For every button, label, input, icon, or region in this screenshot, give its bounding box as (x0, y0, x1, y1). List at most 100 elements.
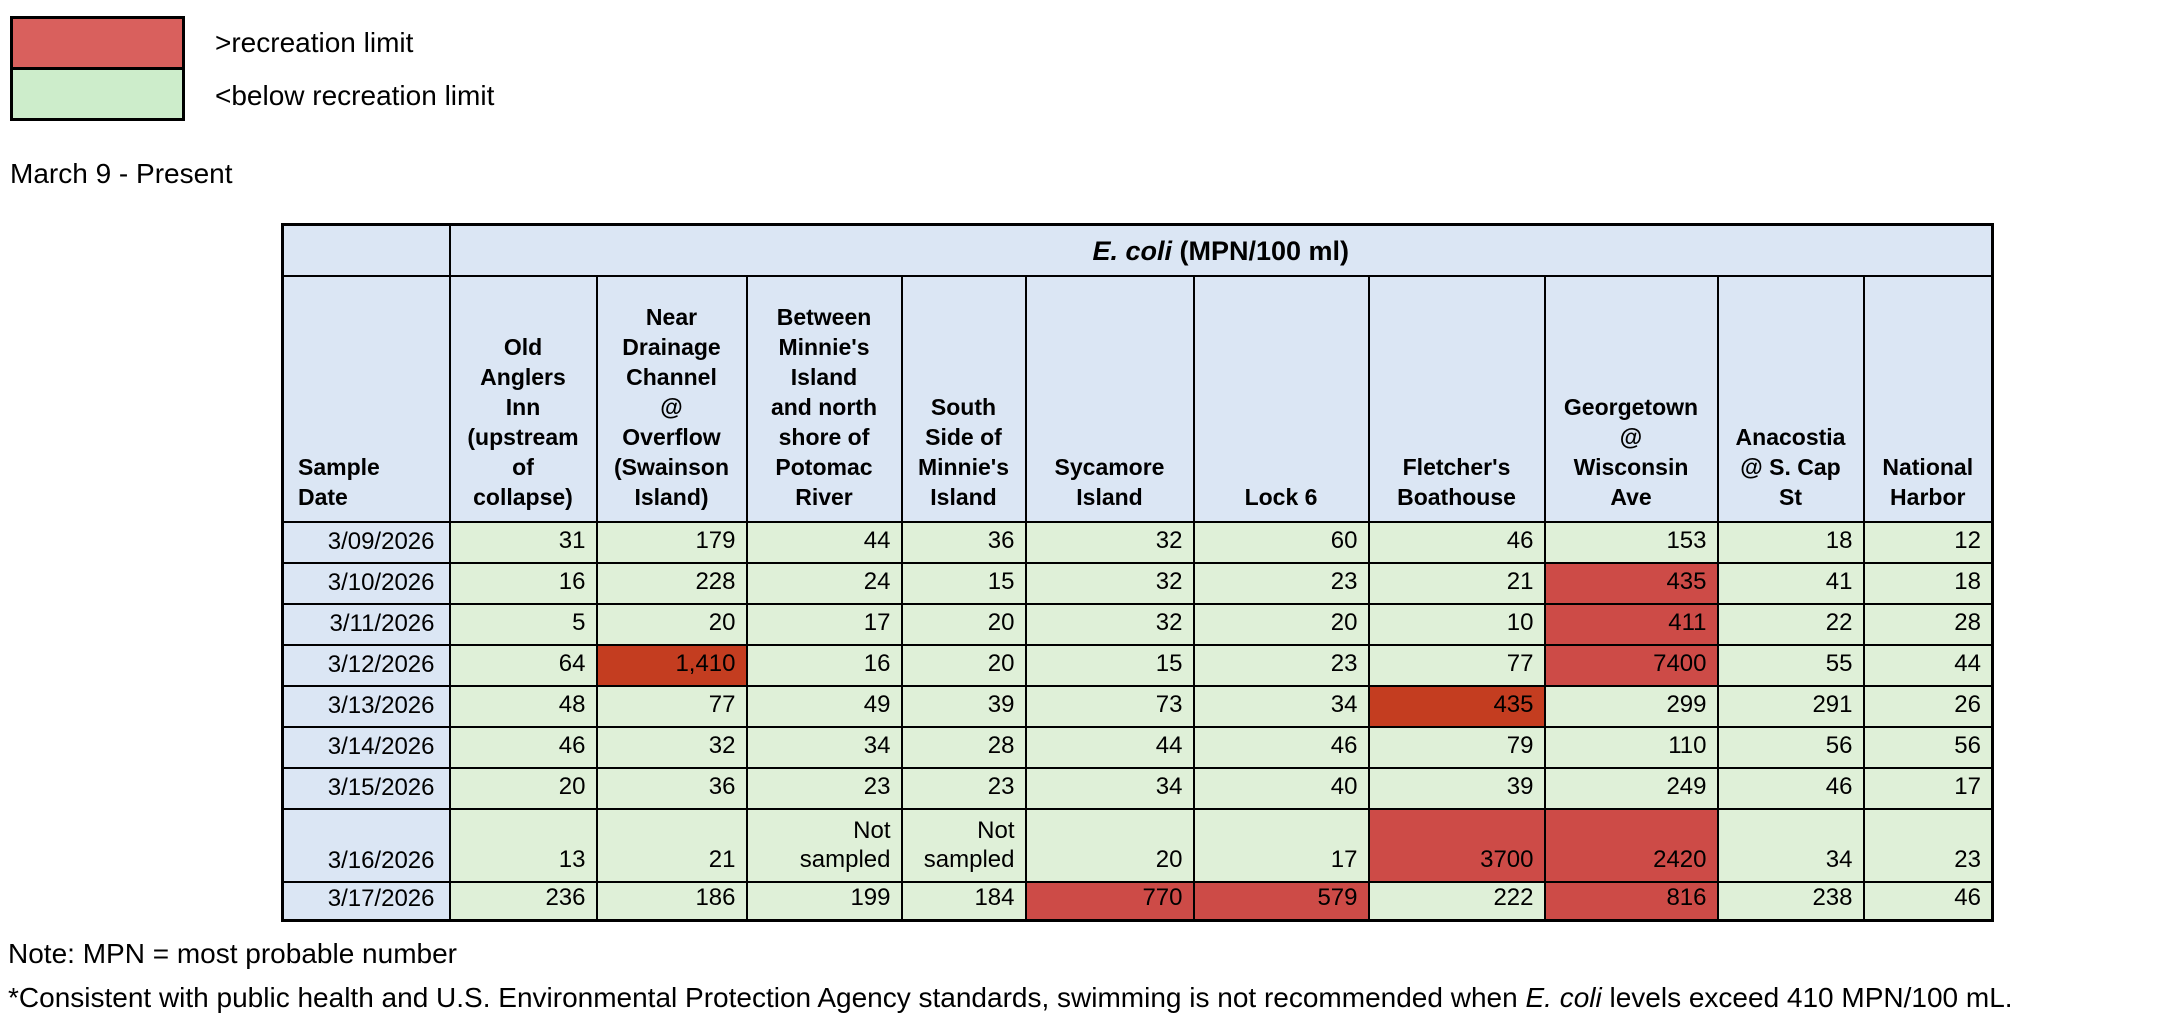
legend-row-over-limit: >recreation limit (10, 16, 494, 70)
data-cell: 46 (1862, 880, 1994, 922)
data-cell: 32 (595, 725, 748, 769)
data-cell: 5 (448, 602, 598, 646)
data-cell: 56 (1716, 725, 1865, 769)
column-header-row: Sample Date Old Anglers Inn (upstream of … (281, 274, 1994, 523)
table-row: 3/14/2026 46 32 34 28 44 46 79 110 56 56 (281, 725, 1994, 769)
data-cell: 21 (595, 807, 748, 883)
legend: >recreation limit <below recreation limi… (10, 16, 494, 121)
column-header-site: Anacostia @ S. Cap St (1716, 274, 1865, 523)
legend-label-over-limit: >recreation limit (215, 27, 414, 58)
data-cell: 34 (1192, 684, 1370, 728)
data-cell: 79 (1367, 725, 1546, 769)
data-cell: 55 (1716, 643, 1865, 687)
data-cell: 60 (1192, 520, 1370, 564)
group-header-units-text: (MPN/100 ml) (1171, 235, 1350, 266)
data-cell: 184 (900, 880, 1027, 922)
data-cell: 46 (1367, 520, 1546, 564)
data-cell: 16 (448, 561, 598, 605)
data-cell: 39 (1367, 766, 1546, 810)
data-cell: 199 (745, 880, 903, 922)
data-cell: 12 (1862, 520, 1994, 564)
data-cell: 21 (1367, 561, 1546, 605)
data-cell: 44 (745, 520, 903, 564)
data-cell: 36 (900, 520, 1027, 564)
column-header-site: Georgetown @ Wisconsin Ave (1543, 274, 1719, 523)
data-cell: 17 (1862, 766, 1994, 810)
column-header-site: Sycamore Island (1024, 274, 1195, 523)
column-header-site: Fletcher's Boathouse (1367, 274, 1546, 523)
data-cell: 16 (745, 643, 903, 687)
data-cell: 18 (1862, 561, 1994, 605)
group-header-row: E. coli (MPN/100 ml) (281, 223, 1994, 277)
table-row: 3/10/2026 16 228 24 15 32 23 21 435 41 18 (281, 561, 1994, 605)
data-cell: 15 (1024, 643, 1195, 687)
data-cell: 15 (900, 561, 1027, 605)
corner-header-sample-date: Sample Date (281, 274, 451, 523)
data-cell: 20 (900, 602, 1027, 646)
data-cell: 10 (1367, 602, 1546, 646)
data-cell: 32 (1024, 561, 1195, 605)
data-cell: 46 (448, 725, 598, 769)
data-cell: 24 (745, 561, 903, 605)
data-cell: 411 (1543, 602, 1719, 646)
data-cell: 36 (595, 766, 748, 810)
data-cell: 73 (1024, 684, 1195, 728)
data-cell: 23 (1192, 561, 1370, 605)
corner-blank-cell (281, 223, 451, 277)
data-cell: 44 (1862, 643, 1994, 687)
date-cell: 3/13/2026 (281, 684, 451, 728)
date-cell: 3/14/2026 (281, 725, 451, 769)
note-epa-standard: *Consistent with public health and U.S. … (8, 982, 2013, 1014)
data-cell: 299 (1543, 684, 1719, 728)
data-cell: 20 (595, 602, 748, 646)
data-cell: 28 (900, 725, 1027, 769)
data-cell: 32 (1024, 520, 1195, 564)
column-header-site: National Harbor (1862, 274, 1994, 523)
data-cell: 64 (448, 643, 598, 687)
date-cell: 3/12/2026 (281, 643, 451, 687)
data-cell: 20 (1024, 807, 1195, 883)
data-cell: 236 (448, 880, 598, 922)
data-cell: 22 (1716, 602, 1865, 646)
note-epa-prefix: *Consistent with public health and U.S. … (8, 982, 1526, 1013)
date-cell: 3/09/2026 (281, 520, 451, 564)
data-cell: 31 (448, 520, 598, 564)
note-epa-italic: E. coli (1525, 982, 1602, 1013)
data-cell: 34 (1716, 807, 1865, 883)
table-row: 3/16/2026 13 21 Not sampled Not sampled 20 17 3… (281, 807, 1994, 883)
data-cell: 435 (1367, 684, 1546, 728)
group-header-ecoli: E. coli (MPN/100 ml) (448, 223, 1994, 277)
data-cell: 48 (448, 684, 598, 728)
table-row: 3/09/2026 31 179 44 36 32 60 46 153 18 12 (281, 520, 1994, 564)
data-cell: 46 (1192, 725, 1370, 769)
ecoli-table: E. coli (MPN/100 ml) Sample Date Old Angl… (281, 223, 1994, 922)
column-header-site: Lock 6 (1192, 274, 1370, 523)
data-cell: 238 (1716, 880, 1865, 922)
data-cell: 28 (1862, 602, 1994, 646)
table-row: 3/12/2026 64 1,410 16 20 15 23 77 7400 55 44 (281, 643, 1994, 687)
data-cell: 44 (1024, 725, 1195, 769)
data-cell: 153 (1543, 520, 1719, 564)
table-row: 3/11/2026 5 20 17 20 32 20 10 411 22 28 (281, 602, 1994, 646)
data-cell: 3700 (1367, 807, 1546, 883)
data-cell: 32 (1024, 602, 1195, 646)
note-epa-suffix: levels exceed 410 MPN/100 mL. (1601, 982, 2013, 1013)
data-cell: 20 (448, 766, 598, 810)
table-row: 3/15/2026 20 36 23 23 34 40 39 249 46 17 (281, 766, 1994, 810)
table-row: 3/13/2026 48 77 49 39 73 34 435 299 291 26 (281, 684, 1994, 728)
data-cell: 13 (448, 807, 598, 883)
column-header-site: Near Drainage Channel @ Overflow (Swains… (595, 274, 748, 523)
data-cell: Not sampled (900, 807, 1027, 883)
data-cell: 20 (900, 643, 1027, 687)
ecoli-table-wrap: E. coli (MPN/100 ml) Sample Date Old Angl… (281, 223, 1994, 922)
data-cell: 49 (745, 684, 903, 728)
data-cell: 249 (1543, 766, 1719, 810)
legend-swatch-over-limit (10, 16, 185, 70)
data-cell: 40 (1192, 766, 1370, 810)
legend-row-below-limit: <below recreation limit (10, 67, 494, 121)
note-mpn: Note: MPN = most probable number (8, 938, 457, 969)
table-row: 3/17/2026 236 186 199 184 770 579 222 816 238 46 (281, 880, 1994, 922)
data-cell: Not sampled (745, 807, 903, 883)
data-cell: 579 (1192, 880, 1370, 922)
data-cell: 17 (745, 602, 903, 646)
